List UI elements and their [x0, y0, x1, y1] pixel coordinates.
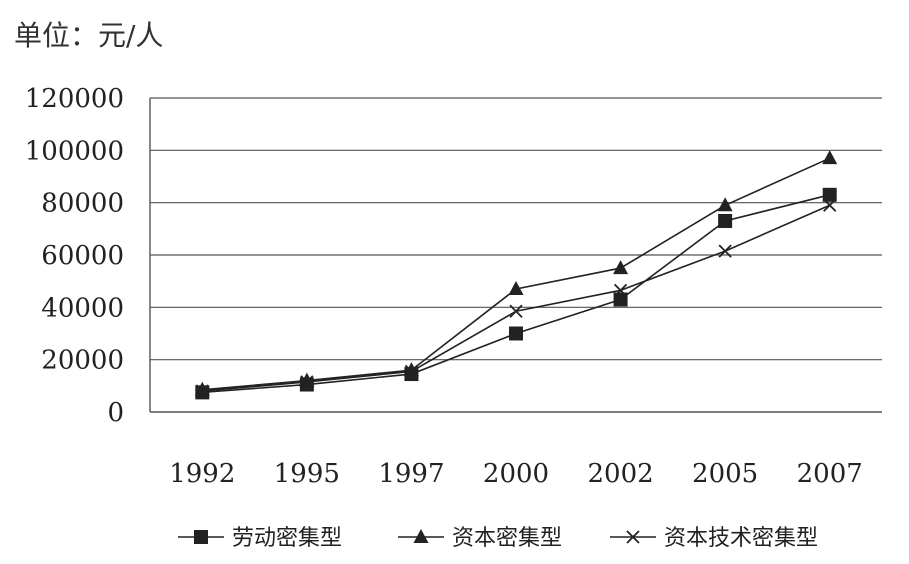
data-point-series-1 [613, 292, 628, 307]
data-point-series-2 [194, 381, 210, 396]
legend-marker-2 [413, 529, 429, 543]
data-point-series-2 [403, 362, 419, 377]
data-point-series-1 [718, 213, 733, 228]
data-point-series-3 [300, 375, 314, 389]
data-point-series-2 [717, 197, 733, 212]
data-point-series-2 [508, 281, 524, 296]
y-tick-label: 40000 [41, 293, 124, 323]
data-point-series-3 [195, 384, 209, 398]
data-point-series-3 [404, 364, 419, 379]
x-tick-label: 2005 [692, 459, 758, 489]
data-point-series-2 [299, 372, 315, 387]
x-tick-label: 2002 [587, 459, 653, 489]
legend-label-1: 劳动密集型 [232, 526, 342, 551]
legend-label-3: 资本技术密集型 [664, 526, 818, 551]
legend-marker-1 [194, 530, 208, 544]
x-tick-label: 1992 [169, 459, 235, 489]
y-tick-label: 100000 [25, 136, 124, 166]
unit-label: 单位：元/人 [14, 19, 164, 52]
series-line-3 [202, 204, 831, 392]
data-point-series-3 [718, 244, 732, 258]
x-tick-label: 1997 [378, 459, 444, 489]
y-tick-label: 80000 [41, 189, 124, 219]
data-point-series-3 [613, 283, 628, 297]
series-line-2 [202, 157, 831, 391]
data-point-series-1 [509, 326, 523, 341]
legend-marker-3 [626, 530, 640, 544]
data-point-series-2 [822, 150, 838, 165]
y-tick-label: 60000 [41, 241, 124, 271]
x-tick-label: 2007 [797, 459, 863, 489]
x-tick-label: 2000 [483, 459, 549, 489]
x-tick-label: 1995 [274, 459, 340, 489]
y-tick-label: 120000 [25, 84, 124, 114]
legend-label-2: 资本密集型 [452, 526, 562, 551]
y-tick-label: 20000 [41, 346, 124, 376]
data-point-series-3 [509, 304, 523, 318]
data-point-series-3 [823, 198, 837, 212]
y-tick-label: 0 [107, 398, 124, 428]
data-point-series-1 [822, 187, 837, 202]
data-point-series-2 [613, 260, 629, 275]
